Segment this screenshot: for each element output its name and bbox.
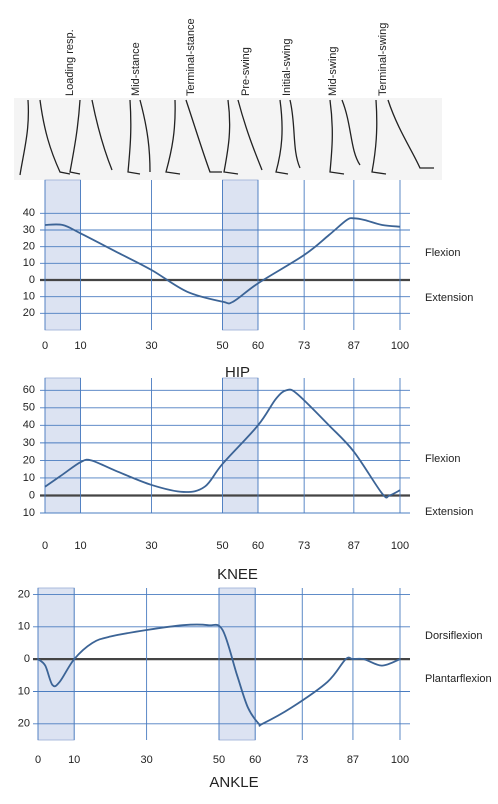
phase-label: Mid-stance xyxy=(130,42,142,96)
y-tick-label: 10 xyxy=(18,685,30,697)
annotation: Dorsiflexion xyxy=(425,630,482,642)
chart-title: ANKLE xyxy=(209,774,258,791)
x-tick-label: 100 xyxy=(391,754,409,766)
phase-label: Terminal-stance xyxy=(185,18,197,96)
x-tick-label: 50 xyxy=(216,540,228,552)
x-tick-label: 100 xyxy=(391,540,409,552)
x-tick-label: 10 xyxy=(74,340,86,352)
x-tick-label: 73 xyxy=(298,340,310,352)
y-tick-label: 10 xyxy=(23,472,35,484)
x-tick-label: 73 xyxy=(296,754,308,766)
x-tick-label: 50 xyxy=(213,754,225,766)
x-tick-label: 30 xyxy=(140,754,152,766)
x-tick-label: 100 xyxy=(391,340,409,352)
y-tick-label: 60 xyxy=(23,384,35,396)
y-tick-label: 10 xyxy=(23,257,35,269)
chart-title: HIP xyxy=(225,364,250,381)
y-tick-label: 40 xyxy=(23,419,35,431)
annotation: Flexion xyxy=(425,247,460,259)
y-tick-label: 20 xyxy=(18,588,30,600)
chart-title: KNEE xyxy=(217,566,258,583)
x-tick-label: 60 xyxy=(249,754,261,766)
annotation: Plantarflexion xyxy=(425,673,492,685)
curve xyxy=(37,623,401,727)
phase-label: Loading resp. xyxy=(64,29,76,96)
x-tick-label: 0 xyxy=(42,340,48,352)
x-tick-label: 87 xyxy=(348,540,360,552)
y-tick-label: 30 xyxy=(23,224,35,236)
x-tick-label: 30 xyxy=(145,340,157,352)
y-tick-label: 40 xyxy=(23,207,35,219)
annotation: Flexion xyxy=(425,453,460,465)
x-tick-label: 60 xyxy=(252,540,264,552)
y-tick-label: 50 xyxy=(23,402,35,414)
phase-label: Pre-swing xyxy=(240,47,252,96)
x-tick-label: 0 xyxy=(35,754,41,766)
x-tick-label: 10 xyxy=(68,754,80,766)
y-tick-label: 0 xyxy=(29,274,35,286)
y-tick-label: 20 xyxy=(18,718,30,730)
highlight-range xyxy=(44,179,81,331)
phase-label: Terminal-swing xyxy=(377,23,389,96)
y-tick-label: 0 xyxy=(24,653,30,665)
annotation: Extension xyxy=(425,292,473,304)
x-tick-label: 87 xyxy=(348,340,360,352)
y-tick-label: 30 xyxy=(23,437,35,449)
curve xyxy=(44,388,401,499)
x-tick-label: 87 xyxy=(347,754,359,766)
x-tick-label: 0 xyxy=(42,540,48,552)
highlight-range xyxy=(222,179,259,331)
x-tick-label: 10 xyxy=(74,540,86,552)
y-tick-label: 10 xyxy=(23,291,35,303)
phase-label: Mid-swing xyxy=(327,46,339,96)
x-tick-label: 60 xyxy=(252,340,264,352)
x-tick-label: 50 xyxy=(216,340,228,352)
annotation: Extension xyxy=(425,506,473,518)
y-tick-label: 20 xyxy=(23,307,35,319)
y-tick-label: 10 xyxy=(18,621,30,633)
highlight-range xyxy=(44,377,81,514)
y-tick-label: 10 xyxy=(23,507,35,519)
y-tick-label: 20 xyxy=(23,241,35,253)
highlight-range xyxy=(218,587,256,741)
x-tick-label: 73 xyxy=(298,540,310,552)
walking-figures xyxy=(14,98,442,180)
y-tick-label: 20 xyxy=(23,454,35,466)
y-tick-label: 0 xyxy=(29,489,35,501)
phase-label: Initial-swing xyxy=(281,39,293,96)
x-tick-label: 30 xyxy=(145,540,157,552)
curve xyxy=(44,217,401,305)
